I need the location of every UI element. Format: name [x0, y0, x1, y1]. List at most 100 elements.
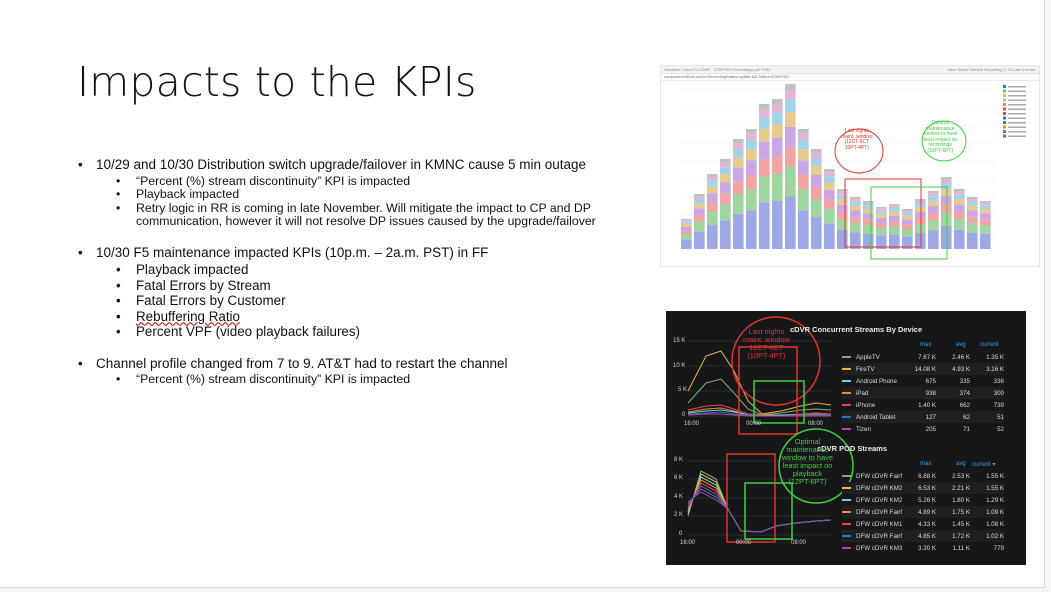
legend-row[interactable]: Android Phone 675 335 336 [842, 375, 1004, 387]
bar-segment [733, 139, 744, 144]
legend-text-stub [1008, 122, 1026, 124]
legend-text-stub [1008, 113, 1026, 115]
bar-segment [915, 224, 926, 233]
legend-swatch [1003, 125, 1006, 129]
bar-segment [928, 191, 939, 194]
bar-segment [746, 210, 757, 249]
bar-segment [863, 225, 874, 234]
legend-row[interactable]: DFW cDVR KM3a 3.30 K 1.11 K 779 [842, 542, 1004, 554]
legend-row[interactable]: AppleTV 7.67 K 2.46 K 1.35 K [842, 351, 1004, 363]
legend-row[interactable]: Android Tablet 127 62 51 [842, 411, 1004, 423]
bar-segment [863, 201, 874, 203]
bar-segment [928, 200, 939, 207]
series-swatch [842, 547, 851, 549]
bar-segment [967, 232, 978, 249]
series-max: 6.88 K [918, 472, 936, 480]
legend-row[interactable]: DFW cDVR Fairfield 02 4.89 K 1.75 K 1.09 K [842, 506, 1004, 518]
y-tick-label: 0 [682, 412, 686, 418]
sub-bullet-item: “Percent (%) stream discontinuity” KPI i… [116, 174, 618, 189]
y-tick-label: 2 K [674, 512, 684, 518]
legend-row[interactable]: FireTV 14.08 K 4.93 K 3.16 K [842, 363, 1004, 375]
series-name: AppleTV [856, 353, 880, 361]
series-max: 205 [925, 425, 936, 433]
series-current: 51 [997, 413, 1004, 421]
series-current: 1.55 K [986, 484, 1004, 492]
x-tick-label: 08:00 [791, 540, 807, 546]
legend-swatch [1003, 89, 1006, 93]
legend-row[interactable]: iPad 938 374 300 [842, 387, 1004, 399]
bar-segment [759, 117, 770, 129]
legend-col-max[interactable]: max [920, 461, 932, 467]
bar-segment [876, 235, 887, 249]
bar-segment [694, 221, 705, 232]
bar-segment [941, 179, 952, 184]
bullet-text: Channel profile changed from 7 to 9. AT&… [96, 355, 508, 371]
bar-segment [772, 105, 783, 113]
legend-row[interactable]: iPhone 1.40 K 662 739 [842, 399, 1004, 411]
series-name: Android Phone [856, 377, 897, 385]
series-avg: 1.72 K [952, 532, 970, 540]
legend-row[interactable]: DFW cDVR KM1a 4.33 K 1.45 K 1.08 K [842, 518, 1004, 530]
bar-segment [941, 204, 952, 213]
bar-segment [954, 204, 965, 212]
series-line [687, 378, 832, 416]
series-line [687, 485, 832, 533]
bar-segment [694, 208, 705, 215]
bar-segment [837, 199, 848, 205]
bar-segment [928, 206, 939, 214]
bar-segment [837, 211, 848, 219]
bar-segment [850, 201, 861, 206]
annotation-line: maint. window [841, 133, 873, 140]
bar-segment [889, 226, 900, 235]
bullet-text: 10/29 and 10/30 Distribution switch upgr… [96, 157, 587, 172]
legend-col-max[interactable]: max [920, 342, 932, 348]
legend-row[interactable]: DFW cDVR KM2b 5.26 K 1.80 K 1.29 K [842, 494, 1004, 506]
legend-col-current[interactable]: current [980, 342, 999, 348]
bar-segment [811, 153, 822, 158]
x-tick-label: 00:00 [736, 540, 752, 546]
series-avg: 62 [963, 413, 970, 421]
bar-segment [798, 174, 809, 189]
series-current: 1.55 K [986, 472, 1004, 480]
legend-col-current[interactable]: current ▾ [972, 462, 996, 468]
bar-segment [798, 149, 809, 161]
bar-segment [954, 211, 965, 219]
annotation-line: least impact on [782, 461, 833, 470]
bar-segment [967, 205, 978, 211]
bar-segment [681, 219, 692, 221]
bar-segment [759, 128, 770, 142]
bar-segment [759, 202, 770, 249]
bar-segment [941, 225, 952, 249]
series-swatch [842, 523, 851, 525]
legend-col-avg[interactable]: avg [956, 342, 966, 348]
legend-row[interactable]: DFW cDVR Fairfield 01 4.85 K 1.72 K 1.02 K [842, 530, 1004, 542]
series-avg: 2.21 K [952, 484, 970, 492]
bar-segment [733, 213, 744, 249]
bar-segment [733, 167, 744, 181]
bar-segment [850, 223, 861, 233]
bar-segment [941, 195, 952, 205]
legend-swatch [1003, 134, 1006, 138]
annotation-line: window to have [923, 131, 958, 137]
bar-segment [798, 160, 809, 175]
legend-row[interactable]: DFW cDVR Fairfield 03 6.88 K 2.53 K 1.55 K [842, 470, 1004, 482]
bar-segment [746, 139, 757, 150]
bar-segment [733, 143, 744, 149]
legend-swatch [1003, 94, 1006, 97]
series-swatch [842, 487, 851, 489]
bar-segment [733, 148, 744, 158]
bar-segment [772, 138, 783, 156]
legend-row[interactable]: DFW cDVR KM2a 6.53 K 2.21 K 1.55 K [842, 482, 1004, 494]
annotation-box [726, 453, 776, 543]
bar-segment [889, 215, 900, 222]
legend-row[interactable]: Tizen 205 71 52 [842, 423, 1004, 435]
legend-col-avg[interactable]: avg [956, 461, 966, 467]
series-current: 1.35 K [986, 353, 1004, 361]
bar-segment [694, 231, 705, 249]
bar-segment [954, 199, 965, 205]
annotation-line: (12CT-6CT [844, 139, 870, 145]
bar-segment [785, 126, 796, 147]
sub-bullet-list: Playback impacted Fatal Errors by Stream… [116, 262, 618, 340]
bar-segment [980, 205, 991, 210]
bar-segment [707, 193, 718, 203]
